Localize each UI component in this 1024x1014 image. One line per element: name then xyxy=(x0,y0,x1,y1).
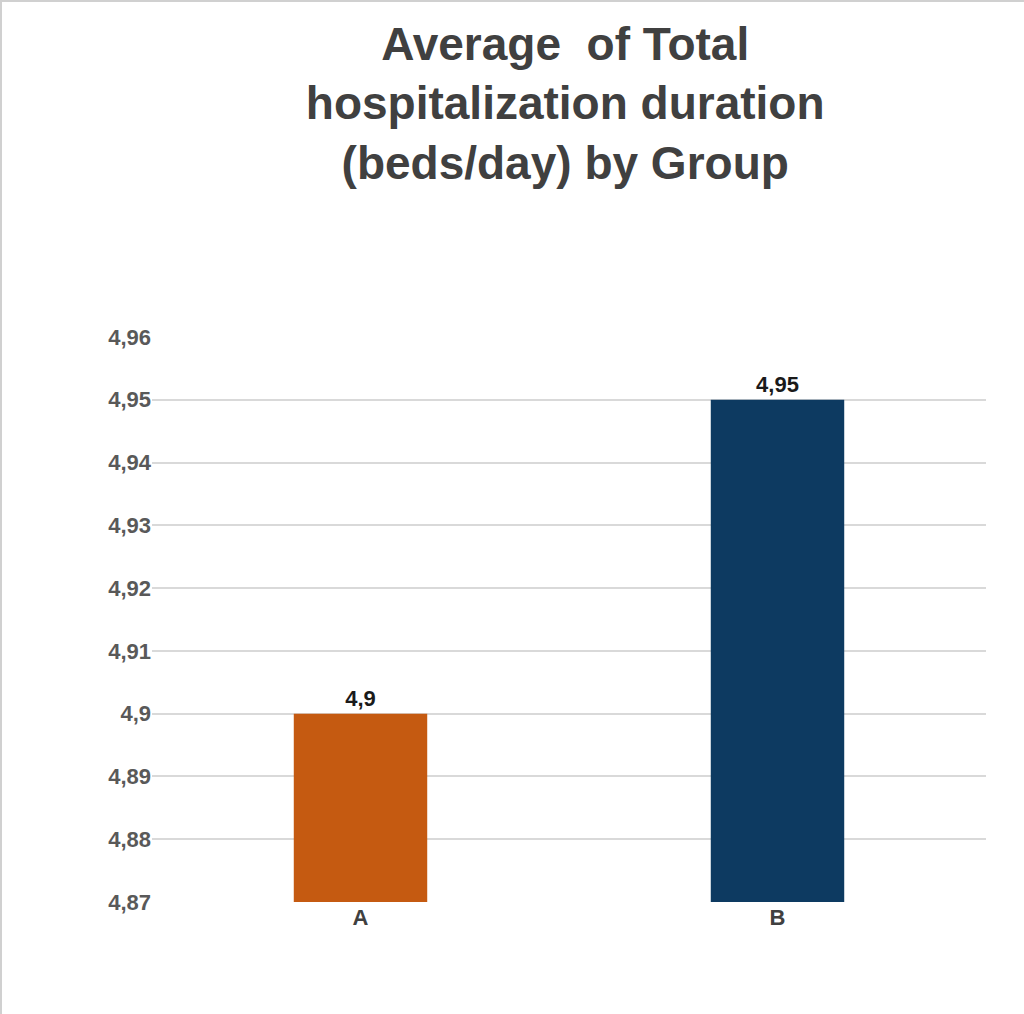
svg-text:B: B xyxy=(770,905,786,930)
svg-text:4,95: 4,95 xyxy=(108,387,151,412)
svg-text:4,88: 4,88 xyxy=(108,827,151,852)
svg-text:A: A xyxy=(353,905,369,930)
svg-text:Average of Totalhospitalizati: Average of Totalhospitalization duration… xyxy=(306,18,825,190)
svg-text:4,92: 4,92 xyxy=(108,576,151,601)
svg-text:4,93: 4,93 xyxy=(108,513,151,538)
svg-text:4,87: 4,87 xyxy=(108,890,151,915)
svg-text:4,9: 4,9 xyxy=(120,701,151,726)
svg-text:4,9: 4,9 xyxy=(345,686,376,711)
svg-text:4,94: 4,94 xyxy=(108,450,152,475)
svg-text:4,91: 4,91 xyxy=(108,639,151,664)
svg-text:4,96: 4,96 xyxy=(108,325,151,350)
svg-text:4,89: 4,89 xyxy=(108,764,151,789)
svg-text:4,95: 4,95 xyxy=(756,372,799,397)
